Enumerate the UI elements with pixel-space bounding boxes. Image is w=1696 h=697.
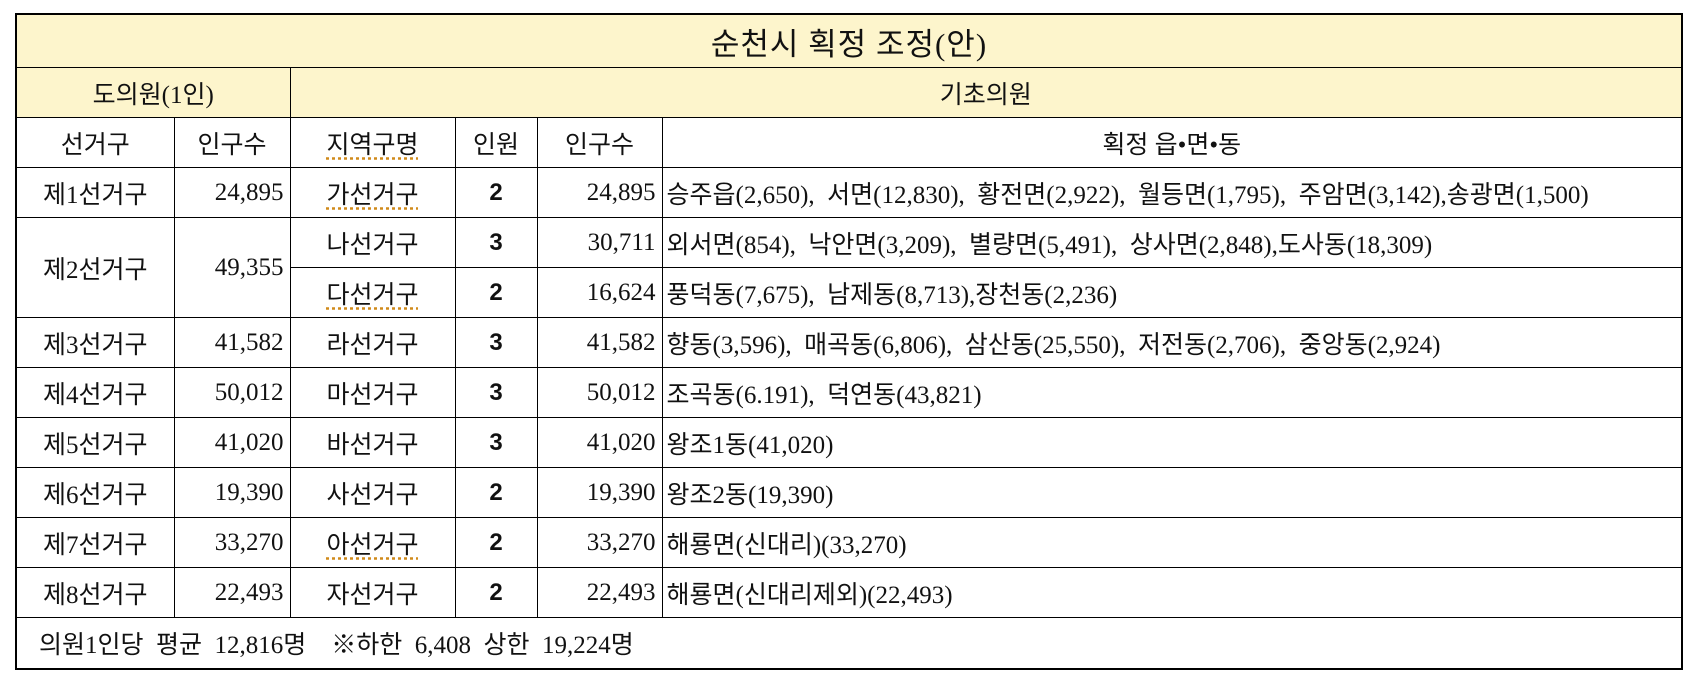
col-area-population: 인구수	[536, 117, 663, 168]
district-cell: 제4선거구	[15, 367, 175, 418]
col-seats: 인원	[454, 117, 538, 168]
district-cell: 제7선거구	[15, 517, 175, 568]
area-population-cell: 33,270	[536, 517, 663, 568]
towns-cell: 해룡면(신대리)(33,270)	[661, 517, 1683, 568]
population-cell: 33,270	[173, 517, 291, 568]
towns-cell: 외서면(854), 낙안면(3,209), 별량면(5,491), 상사면(2,…	[661, 217, 1683, 268]
area-name-cell: 마선거구	[326, 381, 419, 409]
seats-cell: 3	[454, 317, 538, 368]
population-cell: 22,493	[173, 567, 291, 618]
table-row: 제7선거구 33,270 아선거구 2 33,270 해룡면(신대리)(33,270)	[15, 517, 1683, 568]
seats-cell: 2	[454, 267, 538, 318]
area-population-cell: 50,012	[536, 367, 663, 418]
area-population-cell: 16,624	[536, 267, 663, 318]
redistricting-table: 순천시 획정 조정(안) 도의원(1인) 기초의원 선거구 인구수 지역구명 인…	[15, 13, 1683, 670]
district-cell: 제6선거구	[15, 467, 175, 518]
area-population-cell: 41,582	[536, 317, 663, 368]
area-population-cell: 19,390	[536, 467, 663, 518]
district-cell: 제1선거구	[15, 167, 175, 218]
col-district: 선거구	[15, 117, 175, 168]
seats-cell: 2	[454, 467, 538, 518]
provincial-header: 도의원(1인)	[15, 67, 291, 118]
towns-cell: 풍덕동(7,675), 남제동(8,713),장천동(2,236)	[661, 267, 1683, 318]
area-name-cell: 가선거구	[326, 181, 419, 209]
population-cell: 41,582	[173, 317, 291, 368]
area-name-cell: 다선거구	[326, 281, 419, 309]
table-title: 순천시 획정 조정(안)	[15, 13, 1683, 68]
seats-cell: 2	[454, 567, 538, 618]
seats-cell: 3	[454, 217, 538, 268]
area-population-cell: 41,020	[536, 417, 663, 468]
table-row: 제6선거구 19,390 사선거구 2 19,390 왕조2동(19,390)	[15, 467, 1683, 518]
population-cell: 50,012	[173, 367, 291, 418]
footer-note: 의원1인당 평균 12,816명 ※하한 6,408 상한 19,224명	[15, 617, 1683, 670]
col-towns: 획정 읍•면•동	[661, 117, 1683, 168]
table-row: 제1선거구 24,895 가선거구 2 24,895 승주읍(2,650), 서면(12,…	[15, 167, 1683, 218]
area-population-cell: 24,895	[536, 167, 663, 218]
area-name-cell: 자선거구	[326, 581, 419, 609]
area-population-cell: 22,493	[536, 567, 663, 618]
seats-cell: 3	[454, 417, 538, 468]
table-row: 제4선거구 50,012 마선거구 3 50,012 조곡동(6.191), 덕연동(43…	[15, 367, 1683, 418]
table-row: 다선거구 2 16,624 풍덕동(7,675), 남제동(8,713),장천동(2,…	[16, 267, 1683, 318]
district-cell: 제3선거구	[15, 317, 175, 368]
seats-cell: 2	[454, 167, 538, 218]
population-cell: 41,020	[173, 417, 291, 468]
district-cell: 제5선거구	[15, 417, 175, 468]
seats-cell: 2	[454, 517, 538, 568]
district-cell: 제2선거구	[15, 217, 175, 318]
towns-cell: 조곡동(6.191), 덕연동(43,821)	[661, 367, 1683, 418]
area-population-cell: 30,711	[536, 217, 663, 268]
area-name-cell: 바선거구	[326, 431, 419, 459]
basic-header: 기초의원	[289, 67, 1683, 118]
district-cell: 제8선거구	[15, 567, 175, 618]
towns-cell: 왕조1동(41,020)	[661, 417, 1683, 468]
towns-cell: 해룡면(신대리제외)(22,493)	[661, 567, 1683, 618]
population-cell: 49,355	[173, 217, 291, 318]
area-name-cell: 사선거구	[326, 481, 419, 509]
col-area-name: 지역구명	[326, 131, 419, 159]
table-row: 제3선거구 41,582 라선거구 3 41,582 향동(3,596), 매곡동(6,8…	[15, 317, 1683, 368]
area-name-cell: 아선거구	[326, 531, 419, 559]
table-row: 제2선거구 49,355 나선거구 3 30,711 외서면(854), 낙안면(3,20…	[15, 217, 1683, 318]
seats-cell: 3	[454, 367, 538, 418]
population-cell: 24,895	[173, 167, 291, 218]
table-row: 제8선거구 22,493 자선거구 2 22,493 해룡면(신대리제외)(22,493)	[15, 567, 1683, 618]
towns-cell: 왕조2동(19,390)	[661, 467, 1683, 518]
population-cell: 19,390	[173, 467, 291, 518]
towns-cell: 승주읍(2,650), 서면(12,830), 황전면(2,922), 월등면(…	[661, 167, 1683, 218]
towns-cell: 향동(3,596), 매곡동(6,806), 삼산동(25,550), 저전동(…	[661, 317, 1683, 368]
area-name-cell: 나선거구	[326, 231, 419, 259]
col-population: 인구수	[173, 117, 291, 168]
table-row: 제5선거구 41,020 바선거구 3 41,020 왕조1동(41,020)	[15, 417, 1683, 468]
area-name-cell: 라선거구	[326, 331, 419, 359]
